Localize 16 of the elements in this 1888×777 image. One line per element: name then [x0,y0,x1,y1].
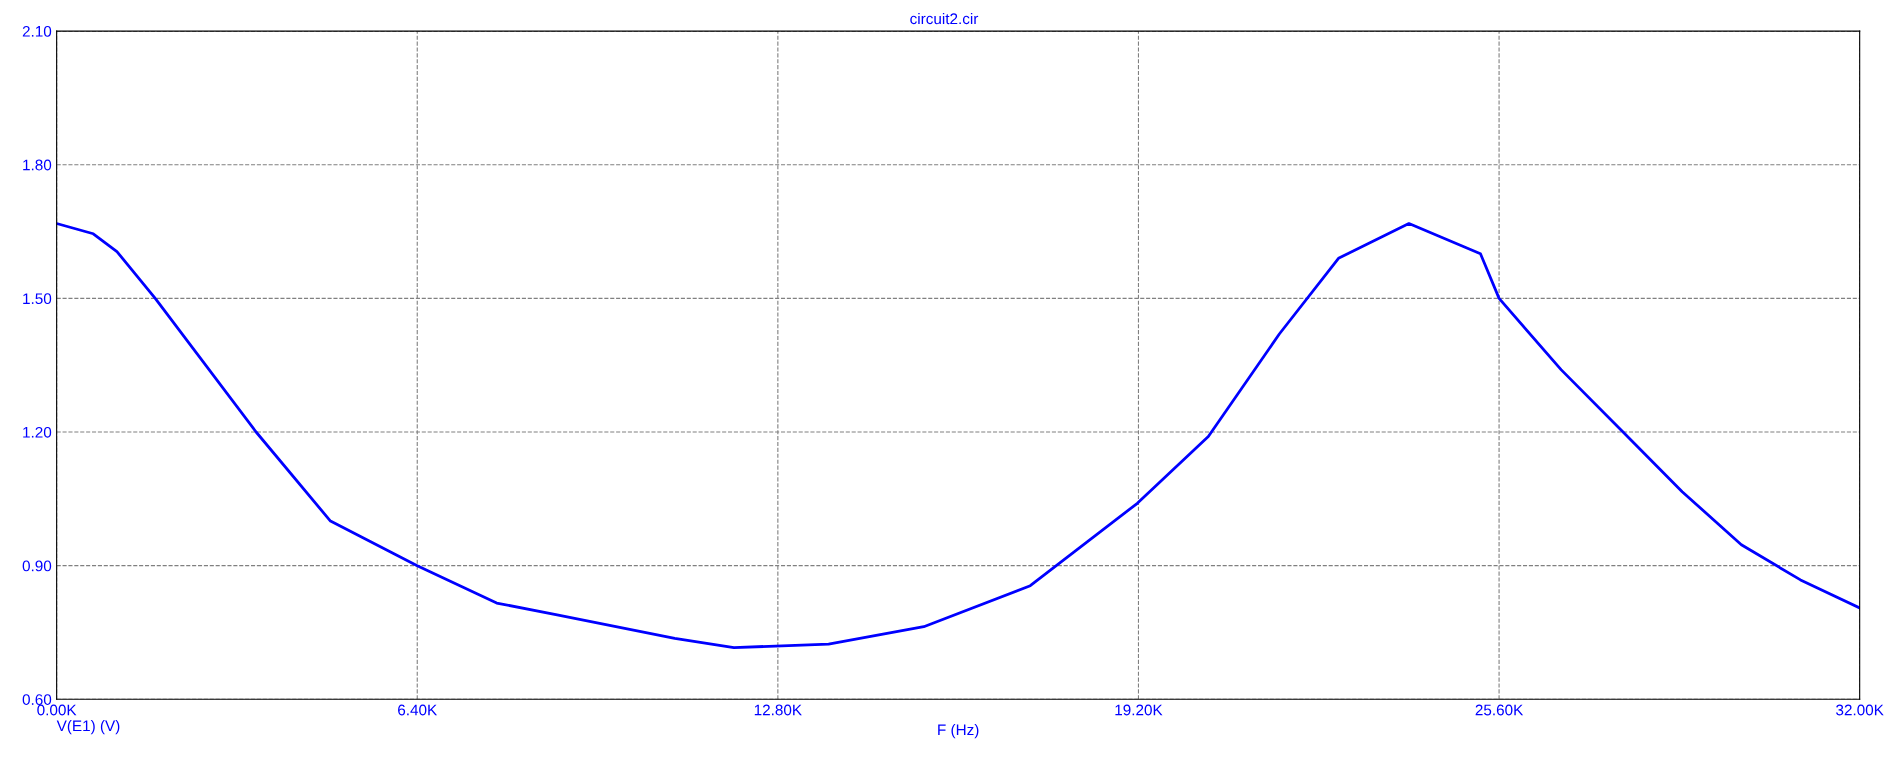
line-series [56,222,1860,650]
y-tick-label: 1.50 [23,293,52,305]
x-tick-label: 25.60K [1475,704,1524,716]
y-tick-label: 0.90 [22,560,52,572]
text: V(E1) (V) [56,720,120,735]
chart-subtitle: circuit2.cir [910,12,979,25]
x-axis-title: F (Hz) [938,723,979,739]
y-tick-label: 1.20 [23,426,52,438]
y-tick-label: 1.80 [23,159,52,171]
x-tick-label: 12.80K [754,704,802,716]
x-tick-label: 32.00K [1836,704,1884,716]
x-tick-label: 6.40K [398,704,438,716]
y-tick-label: 0.60 [22,694,52,705]
y-tick-label: 2.10 [22,25,52,37]
x-tick-label: 0.00K [37,704,77,716]
x-tick-label: 19.20K [1115,704,1163,716]
